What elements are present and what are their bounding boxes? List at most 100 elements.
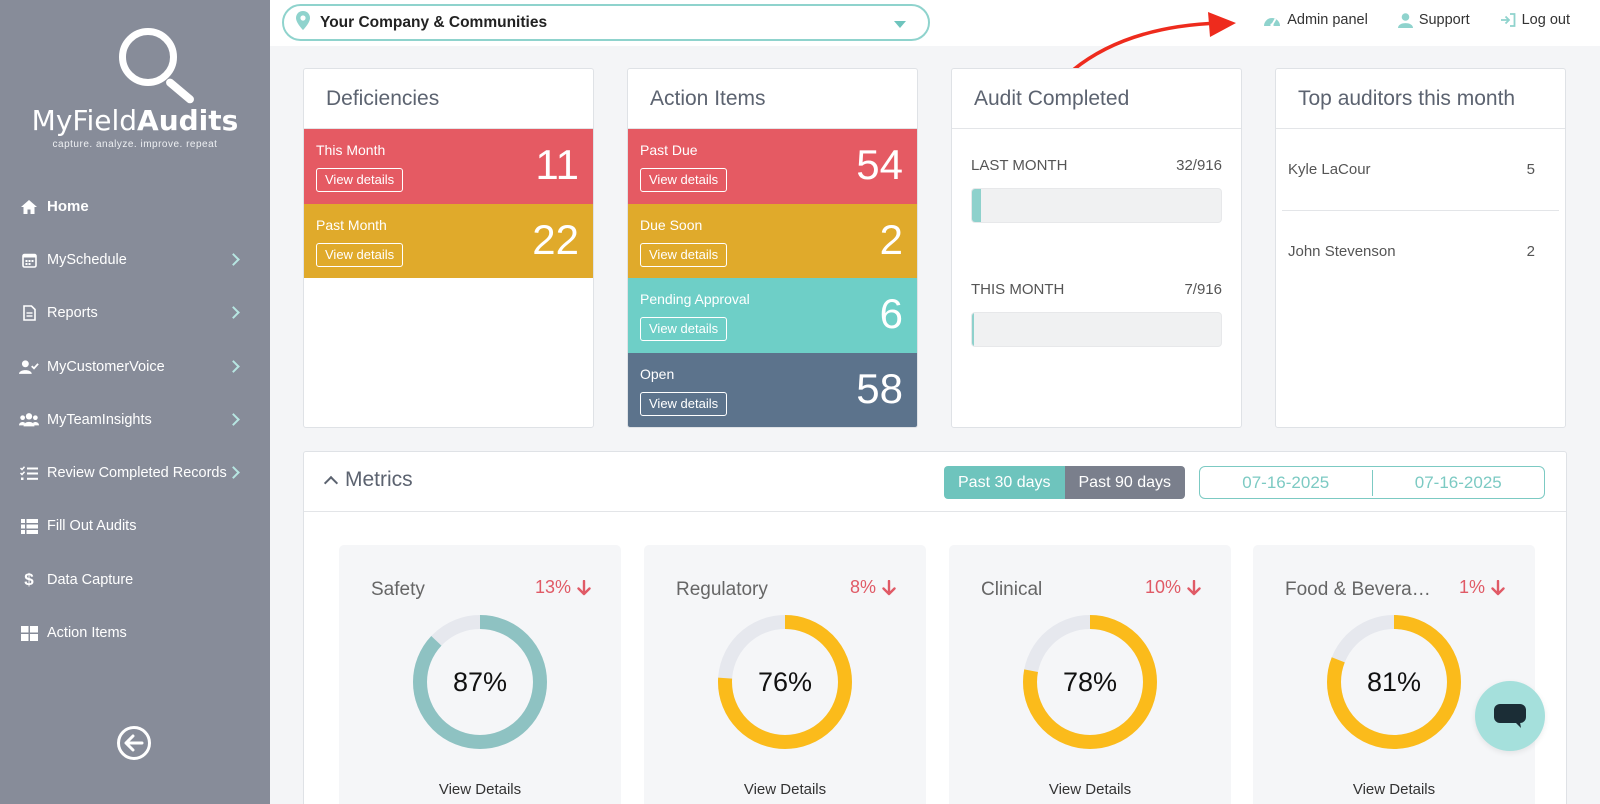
- arrow-down-icon: [882, 579, 896, 595]
- past-30-days-button[interactable]: Past 30 days: [944, 466, 1065, 499]
- sidebar-item-data-capture[interactable]: $ Data Capture: [0, 553, 270, 606]
- sidebar-item-home[interactable]: Home: [0, 180, 270, 233]
- progress-bar-fill: [972, 189, 981, 222]
- collapse-sidebar-button[interactable]: [117, 726, 151, 760]
- range-toggle: Past 30 days Past 90 days: [944, 466, 1185, 499]
- stat-value: 11: [535, 141, 579, 188]
- view-details-button[interactable]: View details: [640, 242, 728, 267]
- stat-label: Past Due: [640, 142, 698, 158]
- sidebar-item-label: Review Completed Records: [47, 465, 227, 482]
- stat-row-past-month: Past Month View details 22: [304, 203, 593, 278]
- metric-card-safety: Safety 13% 87% View Details: [339, 545, 621, 804]
- metric-card-regulatory: Regulatory 8% 76% View Details: [644, 545, 926, 804]
- date-range-picker: 07-16-2025 07-16-2025: [1199, 466, 1545, 499]
- sidebar-item-label: MyCustomerVoice: [47, 358, 165, 375]
- sidebar-item-action-items[interactable]: Action Items: [0, 606, 270, 659]
- sidebar-item-reports[interactable]: Reports: [0, 287, 270, 340]
- sidebar-item-label: Fill Out Audits: [47, 518, 137, 535]
- support-label: Support: [1418, 12, 1470, 28]
- auditor-name: Kyle LaCour: [1288, 161, 1371, 178]
- audit-this-month: THIS MONTH 7/916: [952, 281, 1241, 347]
- dollar-icon: $: [24, 569, 34, 589]
- sidebar-item-fill-out-audits[interactable]: Fill Out Audits: [0, 500, 270, 553]
- donut-value: 87%: [452, 666, 508, 697]
- arrow-down-icon: [1187, 579, 1201, 595]
- date-from-input[interactable]: 07-16-2025: [1242, 472, 1330, 492]
- metric-change: 13%: [535, 577, 591, 598]
- sidebar-item-label: Data Capture: [47, 571, 134, 588]
- metrics-collapse-toggle[interactable]: Metrics: [323, 468, 413, 492]
- sidebar-item-review-completed-records[interactable]: Review Completed Records: [0, 446, 270, 499]
- support-link[interactable]: Support: [1397, 12, 1470, 28]
- company-selector[interactable]: Your Company & Communities: [282, 4, 930, 41]
- audit-label: LAST MONTH: [971, 157, 1068, 174]
- sidebar-item-label: MySchedule: [47, 251, 127, 268]
- audit-completed-card: Audit Completed LAST MONTH 32/916 THIS M…: [951, 68, 1242, 428]
- chevron-right-icon: [227, 466, 240, 479]
- progress-bar: [971, 312, 1222, 347]
- chevron-right-icon: [227, 306, 240, 320]
- donut-arc: [1023, 615, 1157, 749]
- stat-label: Past Month: [316, 216, 387, 233]
- sidebar-item-label: Reports: [47, 305, 98, 322]
- view-details-link[interactable]: View Details: [743, 781, 827, 798]
- users-icon: [19, 412, 39, 427]
- checklist-icon: [19, 465, 39, 481]
- metrics-panel: Metrics Past 30 days Past 90 days 07-16-…: [303, 451, 1567, 804]
- divider: [1282, 210, 1559, 211]
- donut-chart: [413, 615, 547, 749]
- logout-link[interactable]: Log out: [1500, 12, 1570, 28]
- view-details-button[interactable]: View details: [640, 168, 728, 192]
- admin-panel-label: Admin panel: [1287, 12, 1368, 28]
- view-details-button[interactable]: View details: [316, 168, 404, 192]
- home-icon: [19, 199, 39, 215]
- metric-card-clinical: Clinical 10% 78% View Details: [949, 545, 1231, 804]
- metric-card-food-beverage: Food & Bevera… 1% 81% View Details: [1253, 545, 1535, 804]
- brand-name: MyFieldAudits: [31, 104, 239, 137]
- card-title: Audit Completed: [952, 69, 1241, 129]
- auditor-count: 2: [1526, 243, 1535, 260]
- metric-name: Clinical: [981, 579, 1043, 600]
- brand-logo[interactable]: MyFieldAudits capture. analyze. improve.…: [0, 22, 270, 150]
- sidebar-item-myschedule[interactable]: MySchedule: [0, 233, 270, 286]
- logout-label: Log out: [1521, 12, 1570, 28]
- donut-chart: [1327, 615, 1461, 749]
- admin-panel-link[interactable]: Admin panel: [1263, 12, 1368, 28]
- stat-row-this-month: This Month View details 11: [304, 129, 593, 204]
- card-title: Action Items: [628, 69, 917, 129]
- auditor-row: John Stevenson 2: [1276, 211, 1565, 292]
- sidebar-item-mycustomervoice[interactable]: MyCustomerVoice: [0, 340, 270, 393]
- past-90-days-button[interactable]: Past 90 days: [1064, 466, 1185, 499]
- view-details-link[interactable]: View Details: [1352, 781, 1436, 798]
- donut-arc: [718, 615, 852, 749]
- sidebar-item-label: Action Items: [47, 625, 127, 642]
- sidebar-nav: Home MySchedule Reports MyCustomerVoice: [0, 180, 270, 660]
- progress-bar: [971, 188, 1222, 223]
- view-details-button[interactable]: View details: [316, 242, 404, 267]
- view-details-button[interactable]: View details: [640, 391, 728, 416]
- view-details-link[interactable]: View Details: [1048, 781, 1132, 798]
- progress-bar-fill: [972, 313, 974, 346]
- metrics-header: Metrics Past 30 days Past 90 days 07-16-…: [304, 452, 1566, 512]
- metric-change: 8%: [850, 577, 896, 598]
- view-details-link[interactable]: View Details: [438, 781, 522, 798]
- stat-value: 58: [856, 364, 903, 412]
- card-title: Top auditors this month: [1276, 69, 1565, 129]
- company-selector-value: Your Company & Communities: [320, 13, 548, 31]
- arrow-down-icon: [1491, 579, 1505, 595]
- chevron-up-icon: [323, 475, 339, 491]
- chevron-right-icon: [227, 359, 240, 373]
- metric-change-value: 13%: [534, 577, 571, 597]
- donut-arc: [1327, 615, 1461, 749]
- chat-button[interactable]: [1475, 681, 1545, 751]
- audit-label: THIS MONTH: [971, 281, 1065, 298]
- sidebar-item-myteaminsights[interactable]: MyTeamInsights: [0, 393, 270, 446]
- metric-change: 10%: [1145, 577, 1201, 598]
- view-details-button[interactable]: View details: [640, 317, 728, 341]
- date-to-input[interactable]: 07-16-2025: [1414, 472, 1502, 492]
- metric-change: 1%: [1459, 577, 1505, 598]
- audit-value: 7/916: [1184, 281, 1222, 298]
- dashboard-gauge-icon: [1263, 13, 1281, 27]
- action-items-card: Action Items Past Due View details 54 Du…: [627, 68, 918, 428]
- grid-icon: [19, 625, 39, 641]
